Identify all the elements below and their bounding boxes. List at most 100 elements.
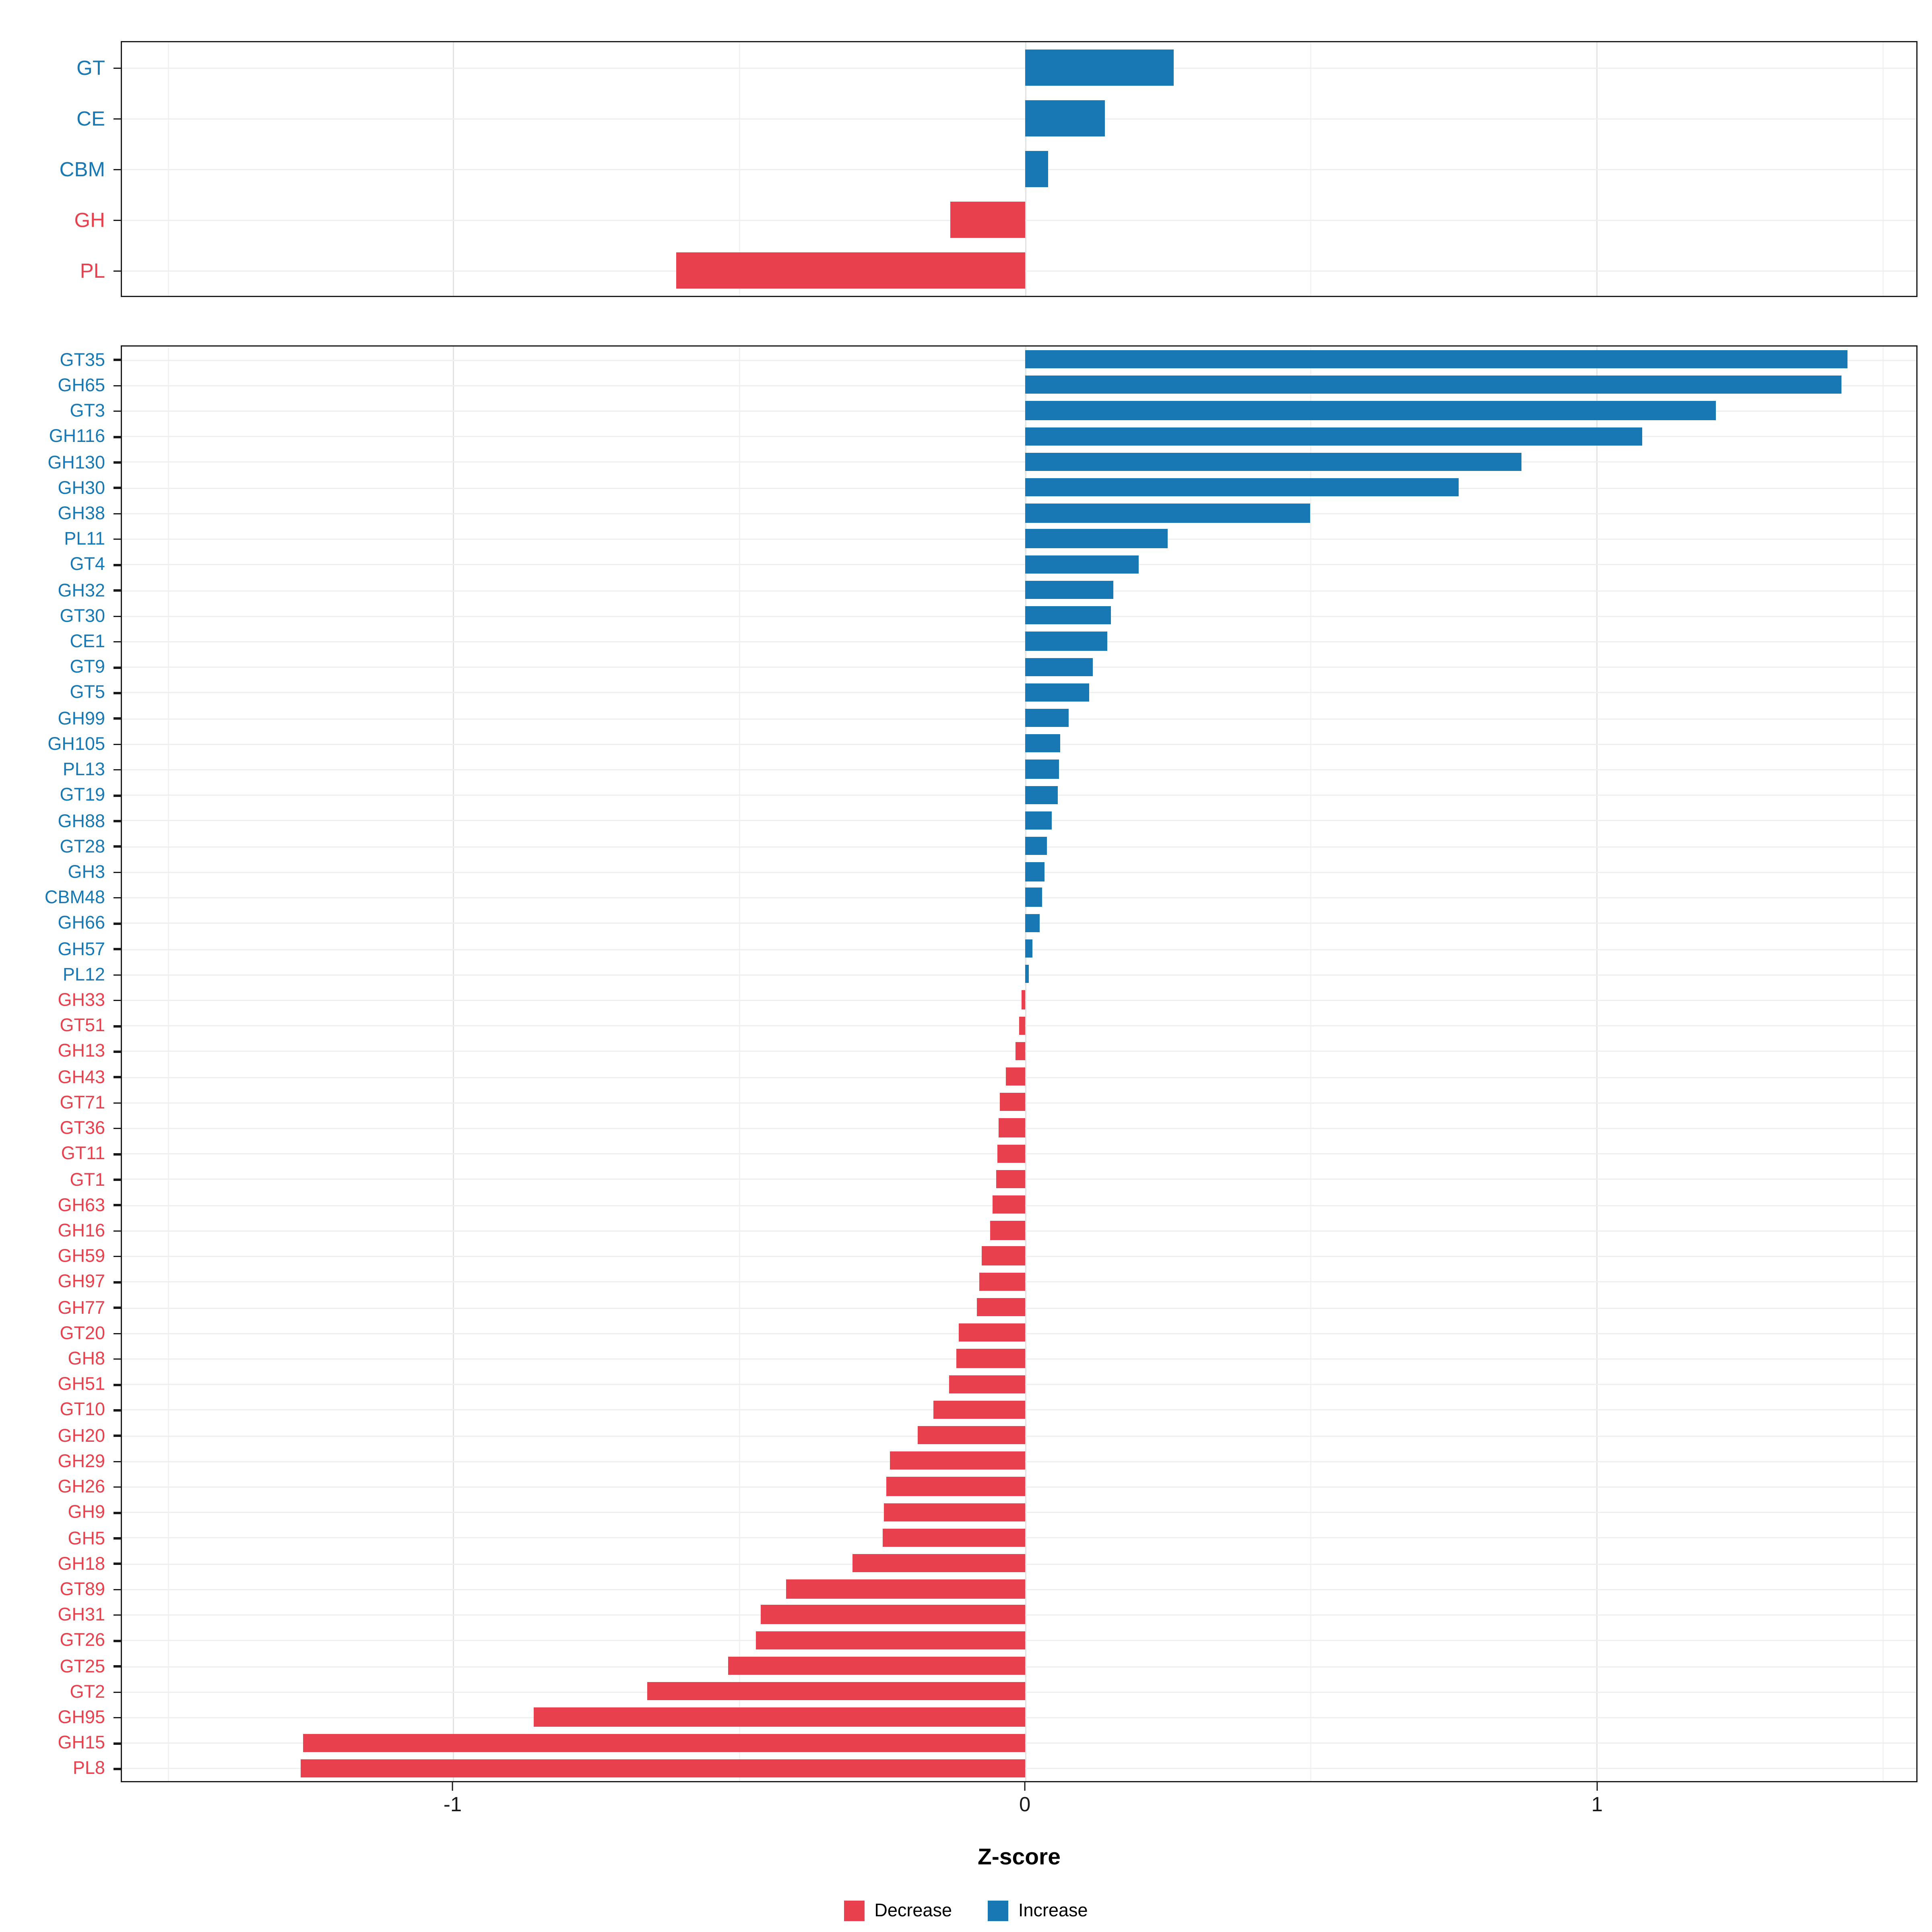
y-tick-mark [114, 1153, 121, 1155]
y-tick-mark [114, 1717, 121, 1719]
y-label-row: GT20 [0, 1321, 121, 1346]
y-tick-mark [114, 1307, 121, 1309]
y-label-row: GH13 [0, 1039, 121, 1065]
y-label-row: GH16 [0, 1218, 121, 1244]
y-label-row: GH30 [0, 475, 121, 501]
y-label: GT19 [60, 785, 105, 806]
gridline-horizontal [122, 999, 1916, 1001]
decrease-swatch [844, 1900, 865, 1921]
y-label: GH38 [58, 503, 105, 524]
y-label: GT4 [70, 555, 105, 576]
bar [533, 1707, 1025, 1726]
y-label: GH66 [58, 913, 105, 934]
y-label-row: GH26 [0, 1474, 121, 1500]
gridline-horizontal [122, 769, 1916, 771]
y-label-row: GH15 [0, 1730, 121, 1756]
y-tick-mark [114, 666, 121, 669]
y-label-row: GH99 [0, 706, 121, 732]
y-label-row: GH88 [0, 808, 121, 834]
bar [1025, 529, 1168, 548]
y-label-row: GH29 [0, 1449, 121, 1474]
y-tick-mark [114, 871, 121, 873]
y-label: GT20 [60, 1323, 105, 1344]
legend: Decrease Increase [0, 1896, 1932, 1925]
bar [1025, 683, 1089, 702]
bar [852, 1554, 1025, 1573]
y-label: GH13 [58, 1041, 105, 1062]
family-y-axis: GT35 GH65 GT3 GH116 GH130 GH30 GH38 PL11 GT4 GH32… [0, 345, 121, 1782]
y-label-row: CE [0, 94, 121, 144]
bar [1025, 580, 1114, 599]
y-tick-mark [114, 1512, 121, 1514]
increase-swatch [988, 1900, 1009, 1921]
y-tick-mark [114, 384, 121, 387]
y-label-row: GH38 [0, 501, 121, 527]
gridline-horizontal [122, 564, 1916, 566]
y-label: GH63 [58, 1195, 105, 1216]
bar [997, 1144, 1025, 1163]
legend-item-decrease: Decrease [844, 1900, 952, 1921]
family-panel: GT35 GH65 GT3 GH116 GH130 GH30 GH38 PL11 GT4 GH32… [0, 345, 1918, 1782]
y-label: GT9 [70, 657, 105, 678]
y-label-row: GT2 [0, 1679, 121, 1705]
y-tick-mark [114, 589, 121, 592]
bar [755, 1631, 1025, 1649]
y-label: GH8 [68, 1349, 105, 1370]
y-label: GT89 [60, 1579, 105, 1600]
y-label: PL11 [64, 529, 105, 550]
y-label: GH116 [49, 426, 105, 447]
y-label: GH31 [58, 1605, 105, 1626]
y-label-row: GH5 [0, 1525, 121, 1551]
y-tick-mark [114, 999, 121, 1002]
y-tick-mark [114, 718, 121, 720]
y-label-row: GT25 [0, 1654, 121, 1680]
y-label-row: GT89 [0, 1577, 121, 1603]
y-label-row: GH65 [0, 373, 121, 398]
y-label-row: PL12 [0, 962, 121, 988]
y-label: GT10 [60, 1400, 105, 1421]
bar [949, 1375, 1025, 1393]
y-label-row: GT [0, 43, 121, 94]
y-label: GH20 [58, 1426, 105, 1447]
gridline-horizontal [122, 513, 1916, 514]
y-label-row: GH97 [0, 1269, 121, 1295]
gridline-horizontal [122, 615, 1916, 617]
y-label-row: GT19 [0, 783, 121, 809]
y-label-row: GT71 [0, 1090, 121, 1116]
y-label-row: GT35 [0, 347, 121, 373]
gridline-horizontal [122, 718, 1916, 719]
y-tick-mark [114, 270, 121, 272]
y-tick-mark [114, 1691, 121, 1693]
bar [933, 1400, 1025, 1419]
y-label: PL12 [62, 964, 105, 985]
y-label: PL [80, 260, 105, 283]
bar [1025, 452, 1522, 471]
y-label-row: GT9 [0, 654, 121, 680]
y-tick-mark [114, 1179, 121, 1181]
bar [976, 1298, 1025, 1317]
y-tick-mark [114, 359, 121, 361]
y-tick-mark [114, 820, 121, 822]
y-label: GT11 [61, 1144, 105, 1164]
legend-label-increase: Increase [1018, 1900, 1088, 1921]
y-tick-mark [114, 1460, 121, 1463]
y-tick-mark [114, 1051, 121, 1053]
bar [1025, 837, 1047, 855]
bar [886, 1477, 1025, 1496]
gridline-minor [739, 347, 741, 1781]
y-label: GT36 [60, 1118, 105, 1139]
bar [303, 1733, 1025, 1752]
gridline-horizontal [122, 871, 1916, 873]
gridline-horizontal [122, 641, 1916, 642]
y-tick-mark [114, 461, 121, 464]
y-label-row: GT4 [0, 552, 121, 578]
bar [1025, 785, 1058, 804]
y-label-row: GH63 [0, 1193, 121, 1218]
y-label-row: GH33 [0, 988, 121, 1013]
y-label-row: GH20 [0, 1423, 121, 1449]
y-label: GT51 [60, 1016, 105, 1036]
gridline-minor [1882, 347, 1883, 1781]
bar [761, 1605, 1025, 1624]
y-label-row: GH8 [0, 1346, 121, 1372]
y-label-row: GH105 [0, 731, 121, 757]
